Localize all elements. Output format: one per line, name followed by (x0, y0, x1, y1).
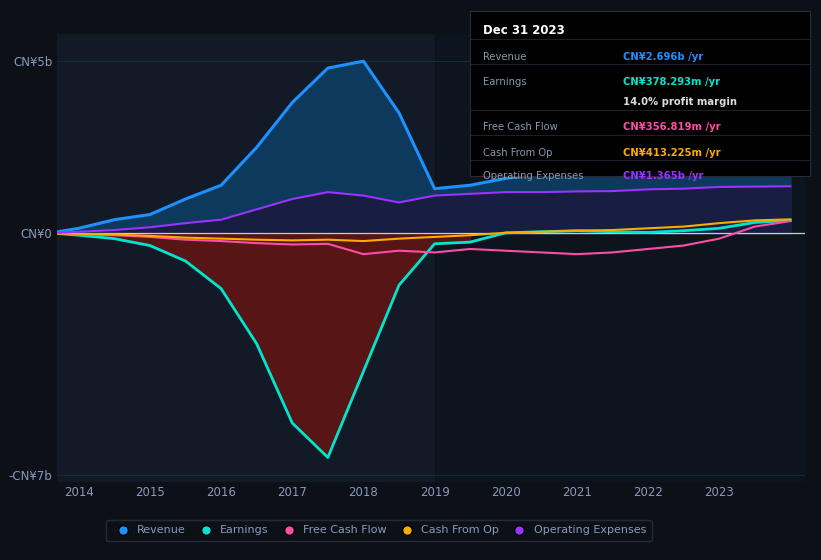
Text: CN¥413.225m /yr: CN¥413.225m /yr (623, 148, 721, 158)
Text: Earnings: Earnings (484, 77, 527, 87)
Text: Dec 31 2023: Dec 31 2023 (484, 25, 565, 38)
Bar (434, 34, 805, 482)
Text: 14.0% profit margin: 14.0% profit margin (623, 97, 737, 107)
Text: CN¥2.696b /yr: CN¥2.696b /yr (623, 53, 703, 63)
Text: CN¥1.365b /yr: CN¥1.365b /yr (623, 171, 704, 181)
Text: Revenue: Revenue (484, 53, 526, 63)
Text: Free Cash Flow: Free Cash Flow (484, 122, 558, 132)
Text: Operating Expenses: Operating Expenses (484, 171, 584, 181)
Text: CN¥356.819m /yr: CN¥356.819m /yr (623, 122, 721, 132)
Legend: Revenue, Earnings, Free Cash Flow, Cash From Op, Operating Expenses: Revenue, Earnings, Free Cash Flow, Cash … (106, 520, 652, 541)
Text: Cash From Op: Cash From Op (484, 148, 553, 158)
Text: CN¥378.293m /yr: CN¥378.293m /yr (623, 77, 720, 87)
